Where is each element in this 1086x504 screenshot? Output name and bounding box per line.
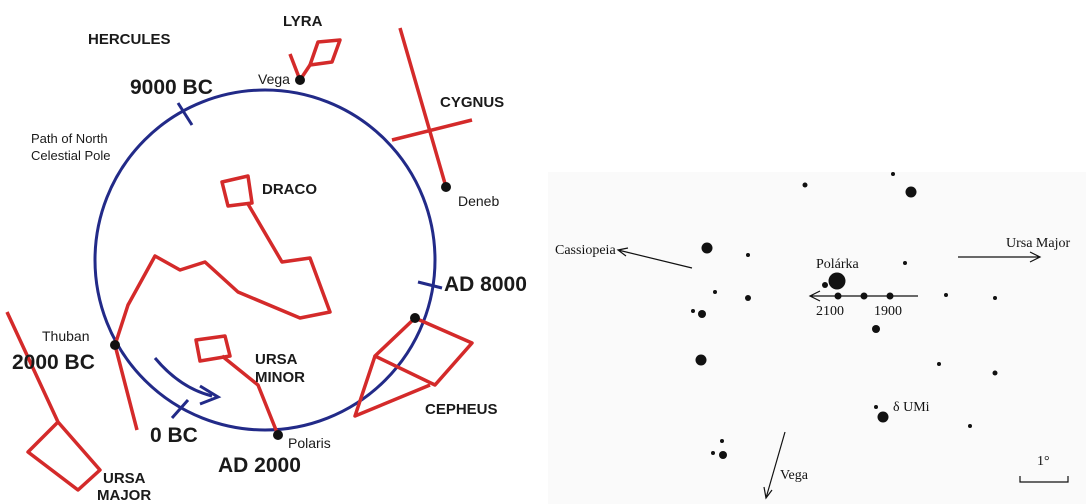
arrow-head xyxy=(199,384,222,406)
tick xyxy=(170,399,190,419)
draco xyxy=(220,174,254,208)
label: Polárka xyxy=(816,257,860,272)
pole-path xyxy=(93,88,437,432)
label: Vega xyxy=(258,71,290,87)
star xyxy=(295,75,305,85)
arrow xyxy=(153,357,213,398)
label: LYRA xyxy=(283,13,323,30)
star xyxy=(410,313,420,323)
label: 2000 BC xyxy=(12,351,95,374)
star xyxy=(110,340,120,350)
cepheus xyxy=(373,316,474,387)
stars xyxy=(691,172,998,459)
label: Celestial Pole xyxy=(31,148,111,163)
label: 9000 BC xyxy=(130,76,213,99)
ursa-major xyxy=(5,311,102,492)
label: Cassiopeia xyxy=(555,243,616,258)
left-diagram: HERCULES LYRA Vega 9000 BC CYGNUS Path o… xyxy=(5,13,527,504)
label: δ UMi xyxy=(893,400,930,415)
panel xyxy=(548,172,1086,504)
lyra xyxy=(308,38,342,67)
label: Deneb xyxy=(458,193,499,209)
right-diagram: Cassiopeia Ursa Major Polárka 2100 1900 … xyxy=(548,172,1086,504)
label: MAJOR xyxy=(97,487,151,504)
label: 1° xyxy=(1037,454,1050,469)
label: HERCULES xyxy=(88,31,171,48)
star xyxy=(273,430,283,440)
star xyxy=(441,182,451,192)
label: AD 2000 xyxy=(218,454,301,477)
label: Ursa Major xyxy=(1006,236,1070,251)
label: URSA xyxy=(103,470,146,487)
label: Vega xyxy=(780,468,809,483)
label: DRACO xyxy=(262,181,317,198)
label: Polaris xyxy=(288,435,331,451)
thuban-line xyxy=(113,344,139,431)
label: 0 BC xyxy=(150,424,198,447)
label: CYGNUS xyxy=(440,94,504,111)
arrows xyxy=(616,247,1069,500)
ursa-minor xyxy=(194,334,232,363)
label: Thuban xyxy=(42,328,89,344)
cygnus xyxy=(398,27,448,188)
tick xyxy=(417,280,443,290)
label: AD 8000 xyxy=(444,273,527,296)
label: URSA xyxy=(255,351,298,368)
label: 2100 xyxy=(816,304,844,319)
label: CEPHEUS xyxy=(425,401,498,418)
label: Path of North xyxy=(31,131,108,146)
label: 1900 xyxy=(874,304,902,319)
tick xyxy=(176,102,194,126)
ursa-minor xyxy=(220,354,280,436)
cygnus xyxy=(391,118,473,142)
label: MINOR xyxy=(255,369,305,386)
cepheus xyxy=(353,355,431,418)
draco xyxy=(113,203,332,346)
